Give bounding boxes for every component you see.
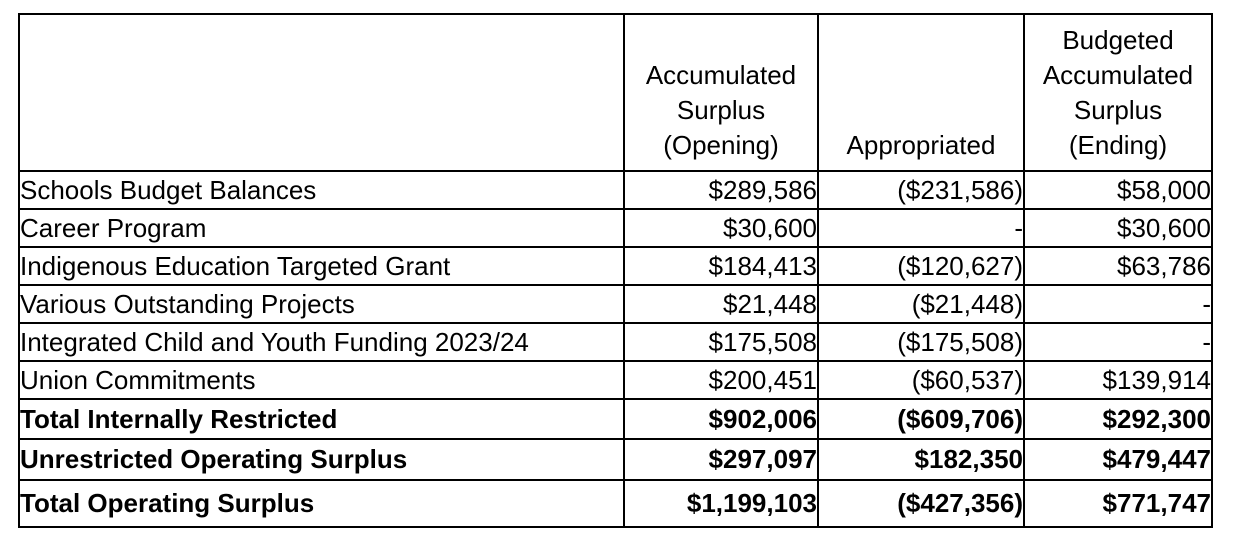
operating-surplus-table: Accumulated Surplus (Opening) Appropriat… [18, 13, 1213, 528]
row-label: Schools Budget Balances [18, 170, 625, 210]
table-row-indigenous-education-targeted-grant: Indigenous Education Targeted Grant $184… [18, 246, 1213, 286]
row-label: Union Commitments [18, 360, 625, 400]
table-row-unrestricted-operating-surplus: Unrestricted Operating Surplus $297,097 … [18, 438, 1213, 481]
opening-value: $289,586 [623, 170, 819, 210]
appropriated-value: ($175,508) [817, 322, 1025, 362]
row-label: Unrestricted Operating Surplus [18, 438, 625, 481]
column-header-budgeted-accumulated-surplus-ending: Budgeted Accumulated Surplus (Ending) [1023, 13, 1213, 172]
appropriated-value: ($427,356) [817, 479, 1025, 528]
column-header-accumulated-surplus-opening: Accumulated Surplus (Opening) [623, 13, 819, 172]
appropriated-value: $182,350 [817, 438, 1025, 481]
opening-value: $297,097 [623, 438, 819, 481]
operating-surplus-table-container: Accumulated Surplus (Opening) Appropriat… [18, 13, 1213, 528]
appropriated-value: ($60,537) [817, 360, 1025, 400]
row-label: Indigenous Education Targeted Grant [18, 246, 625, 286]
table-row-schools-budget-balances: Schools Budget Balances $289,586 ($231,5… [18, 170, 1213, 210]
opening-value: $200,451 [623, 360, 819, 400]
appropriated-value: ($120,627) [817, 246, 1025, 286]
appropriated-value: - [817, 208, 1025, 248]
ending-value: $30,600 [1023, 208, 1213, 248]
row-label: Total Internally Restricted [18, 398, 625, 440]
table-row-total-internally-restricted: Total Internally Restricted $902,006 ($6… [18, 398, 1213, 440]
appropriated-value: ($609,706) [817, 398, 1025, 440]
table-row-career-program: Career Program $30,600 - $30,600 [18, 208, 1213, 248]
ending-value: - [1023, 322, 1213, 362]
opening-value: $21,448 [623, 284, 819, 324]
ending-value: $139,914 [1023, 360, 1213, 400]
row-label: Integrated Child and Youth Funding 2023/… [18, 322, 625, 362]
ending-value: $292,300 [1023, 398, 1213, 440]
row-label: Career Program [18, 208, 625, 248]
ending-value: - [1023, 284, 1213, 324]
ending-value: $63,786 [1023, 246, 1213, 286]
header-row: Accumulated Surplus (Opening) Appropriat… [18, 13, 1213, 172]
opening-value: $1,199,103 [623, 479, 819, 528]
table-row-total-operating-surplus: Total Operating Surplus $1,199,103 ($427… [18, 479, 1213, 528]
opening-value: $30,600 [623, 208, 819, 248]
table-row-various-outstanding-projects: Various Outstanding Projects $21,448 ($2… [18, 284, 1213, 324]
opening-value: $902,006 [623, 398, 819, 440]
column-header-appropriated: Appropriated [817, 13, 1025, 172]
column-header-empty [18, 13, 625, 172]
table-row-union-commitments: Union Commitments $200,451 ($60,537) $13… [18, 360, 1213, 400]
appropriated-value: ($231,586) [817, 170, 1025, 210]
opening-value: $175,508 [623, 322, 819, 362]
row-label: Various Outstanding Projects [18, 284, 625, 324]
ending-value: $479,447 [1023, 438, 1213, 481]
ending-value: $58,000 [1023, 170, 1213, 210]
appropriated-value: ($21,448) [817, 284, 1025, 324]
table-row-integrated-child-and-youth-funding: Integrated Child and Youth Funding 2023/… [18, 322, 1213, 362]
opening-value: $184,413 [623, 246, 819, 286]
ending-value: $771,747 [1023, 479, 1213, 528]
row-label: Total Operating Surplus [18, 479, 625, 528]
